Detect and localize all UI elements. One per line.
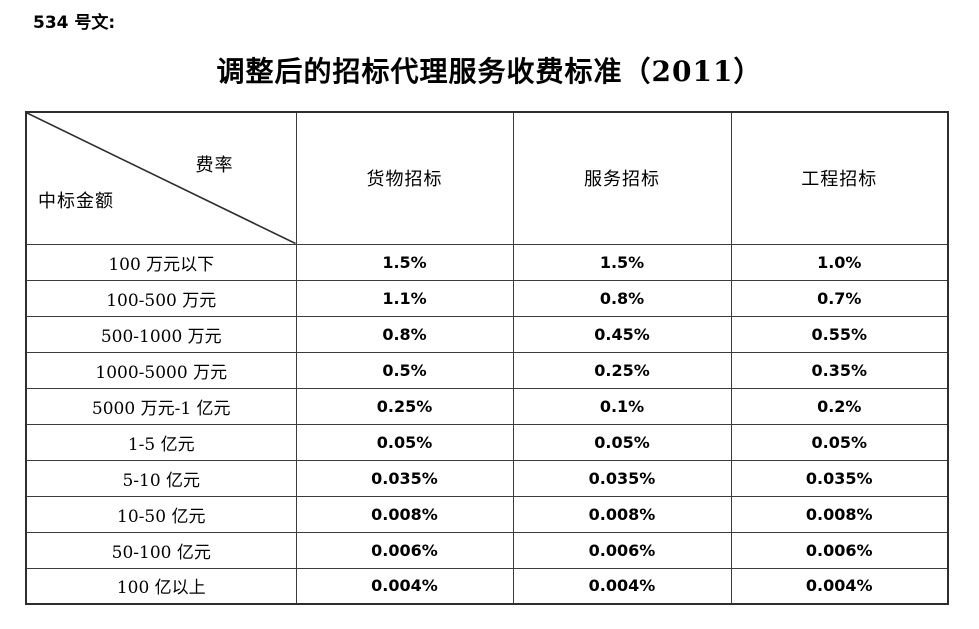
rate-cell: 0.006% <box>512 531 732 569</box>
table-row: 100-500 万元 1.1% 0.8% 0.7% <box>25 279 949 317</box>
column-header-service-bidding: 服务招标 <box>512 111 732 245</box>
rate-cell: 0.5% <box>295 351 514 389</box>
rate-cell: 0.05% <box>512 423 732 461</box>
rate-cell: 0.035% <box>512 459 732 497</box>
rate-cell: 0.55% <box>730 315 949 353</box>
rate-cell: 1.1% <box>295 279 514 317</box>
table-header-row: 费率 中标金额 货物招标 服务招标 工程招标 <box>25 111 949 245</box>
column-header-engineering-bidding: 工程招标 <box>730 111 949 245</box>
rate-cell: 0.25% <box>295 387 514 425</box>
table-row: 1000-5000 万元 0.5% 0.25% 0.35% <box>25 351 949 389</box>
rate-cell: 1.0% <box>730 243 949 281</box>
corner-label-bid-amount: 中标金额 <box>38 191 114 212</box>
rate-cell: 0.008% <box>295 495 514 533</box>
row-label: 10-50 亿元 <box>25 495 297 533</box>
row-label: 100-500 万元 <box>25 279 297 317</box>
rate-cell: 0.006% <box>295 531 514 569</box>
diagonal-divider-line <box>27 113 296 244</box>
rate-cell: 0.004% <box>295 567 514 605</box>
column-header-goods-bidding: 货物招标 <box>295 111 514 245</box>
table-row: 1-5 亿元 0.05% 0.05% 0.05% <box>25 423 949 461</box>
table-row: 10-50 亿元 0.008% 0.008% 0.008% <box>25 495 949 533</box>
corner-label-rate: 费率 <box>195 155 234 176</box>
rate-cell: 0.05% <box>730 423 949 461</box>
table-row: 5000 万元-1 亿元 0.25% 0.1% 0.2% <box>25 387 949 425</box>
rate-cell: 0.006% <box>730 531 949 569</box>
table-row: 5-10 亿元 0.035% 0.035% 0.035% <box>25 459 949 497</box>
document-number-label: 534 号文: <box>33 13 116 33</box>
table-corner-cell: 费率 中标金额 <box>25 111 297 245</box>
row-label: 1-5 亿元 <box>25 423 297 461</box>
rate-cell: 0.004% <box>512 567 732 605</box>
rate-cell: 0.35% <box>730 351 949 389</box>
row-label: 1000-5000 万元 <box>25 351 297 389</box>
row-label: 100 亿以上 <box>25 567 297 605</box>
rate-cell: 0.8% <box>512 279 732 317</box>
fee-rate-table: 费率 中标金额 货物招标 服务招标 工程招标 100 万元以下 1.5% 1.5… <box>25 111 949 605</box>
table-row: 50-100 亿元 0.006% 0.006% 0.006% <box>25 531 949 569</box>
rate-cell: 0.05% <box>295 423 514 461</box>
table-row: 100 万元以下 1.5% 1.5% 1.0% <box>25 243 949 281</box>
rate-cell: 0.004% <box>730 567 949 605</box>
rate-cell: 0.7% <box>730 279 949 317</box>
row-label: 5000 万元-1 亿元 <box>25 387 297 425</box>
rate-cell: 0.8% <box>295 315 514 353</box>
rate-cell: 0.035% <box>295 459 514 497</box>
rate-cell: 1.5% <box>512 243 732 281</box>
rate-cell: 0.1% <box>512 387 732 425</box>
rate-cell: 0.45% <box>512 315 732 353</box>
row-label: 500-1000 万元 <box>25 315 297 353</box>
table-row: 100 亿以上 0.004% 0.004% 0.004% <box>25 567 949 605</box>
row-label: 50-100 亿元 <box>25 531 297 569</box>
rate-cell: 0.2% <box>730 387 949 425</box>
rate-cell: 0.25% <box>512 351 732 389</box>
rate-cell: 0.008% <box>512 495 732 533</box>
rate-cell: 0.035% <box>730 459 949 497</box>
row-label: 5-10 亿元 <box>25 459 297 497</box>
page-title: 调整后的招标代理服务收费标准（2011） <box>216 55 763 88</box>
rate-cell: 0.008% <box>730 495 949 533</box>
table-row: 500-1000 万元 0.8% 0.45% 0.55% <box>25 315 949 353</box>
rate-cell: 1.5% <box>295 243 514 281</box>
row-label: 100 万元以下 <box>25 243 297 281</box>
